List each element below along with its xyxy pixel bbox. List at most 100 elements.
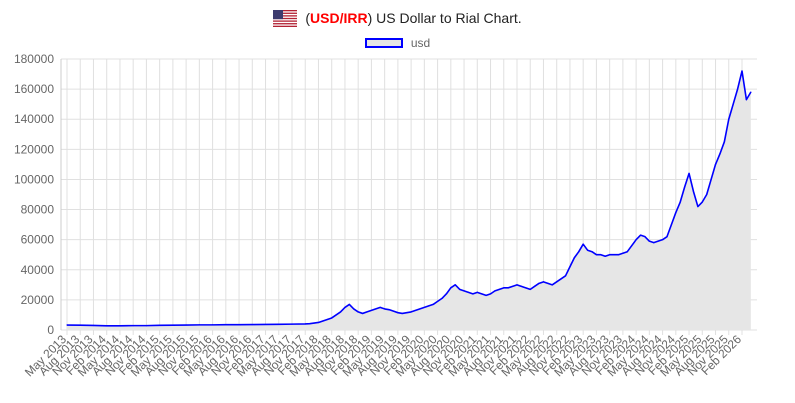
data-point <box>569 266 571 268</box>
data-point <box>578 251 580 253</box>
axis-labels: 0 20000 40000 60000 80000 100000 120000 140000 1… <box>14 52 744 379</box>
data-point <box>573 257 575 259</box>
data-point <box>331 317 333 319</box>
data-point <box>278 323 280 325</box>
data-point <box>617 254 620 256</box>
data-point <box>719 153 721 155</box>
data-point <box>436 300 439 302</box>
data-point <box>534 285 536 287</box>
data-point <box>666 236 668 238</box>
series-layer <box>66 70 752 330</box>
data-point <box>450 287 452 289</box>
data-point <box>428 305 430 307</box>
data-point <box>423 306 425 309</box>
data-point <box>251 323 253 326</box>
data-point <box>185 324 187 326</box>
data-point <box>728 118 730 120</box>
data-point <box>344 306 346 309</box>
data-point <box>414 309 417 312</box>
data-point <box>631 245 633 247</box>
data-point <box>609 254 611 256</box>
data-point <box>445 293 448 295</box>
title-close-paren: ) <box>367 10 373 26</box>
data-point <box>653 242 655 244</box>
data-point <box>635 239 637 241</box>
data-point <box>604 255 606 257</box>
data-point <box>106 325 108 327</box>
data-point <box>600 254 602 256</box>
data-point <box>211 324 214 326</box>
data-point <box>159 324 161 326</box>
data-point <box>750 91 752 93</box>
data-point <box>476 291 478 293</box>
data-point <box>357 311 359 313</box>
data-point <box>741 70 743 72</box>
data-point <box>481 293 483 295</box>
data-point <box>225 324 227 326</box>
data-point <box>657 240 659 242</box>
data-point <box>459 288 461 290</box>
data-point <box>379 306 381 309</box>
data-point <box>714 163 717 165</box>
legend-label-usd[interactable]: usd <box>410 36 431 50</box>
data-point <box>538 282 540 284</box>
data-point <box>586 249 589 251</box>
series-area-usd <box>67 71 751 330</box>
data-point <box>145 325 148 327</box>
y-tick-label: 0 <box>47 323 54 337</box>
data-point <box>688 172 690 175</box>
data-point <box>370 309 373 312</box>
data-point <box>335 314 337 316</box>
data-point <box>679 201 681 203</box>
data-point <box>701 201 703 203</box>
data-point <box>648 240 650 242</box>
data-point <box>432 303 434 306</box>
data-point <box>529 288 531 290</box>
data-point <box>304 323 306 325</box>
data-point <box>238 324 240 326</box>
data-point <box>542 281 545 283</box>
data-point <box>697 205 699 208</box>
data-point <box>198 324 200 326</box>
data-point <box>547 282 549 284</box>
data-point <box>313 322 315 324</box>
data-point <box>670 224 673 226</box>
data-point <box>366 311 368 313</box>
data-point <box>503 287 505 289</box>
chart-legend[interactable]: usd <box>0 34 795 52</box>
data-point <box>661 239 664 241</box>
data-point <box>375 308 377 310</box>
data-point <box>551 284 553 286</box>
data-point <box>132 325 134 327</box>
data-point <box>736 88 739 90</box>
data-point <box>732 103 734 105</box>
chart-title: (USD/IRR) US Dollar to Rial Chart. <box>305 10 521 26</box>
us-flag-graphic <box>273 9 298 27</box>
data-point <box>392 310 395 312</box>
data-point <box>498 288 500 290</box>
data-point <box>172 324 174 326</box>
y-tick-label: 120000 <box>14 142 54 156</box>
y-tick-label: 80000 <box>21 203 55 217</box>
series-line-usd <box>66 70 752 327</box>
data-point <box>441 297 443 299</box>
data-point <box>684 186 686 188</box>
legend-swatch-usd[interactable] <box>364 38 403 48</box>
data-point <box>595 254 598 256</box>
data-point <box>564 275 567 277</box>
y-tick-label: 20000 <box>21 293 55 307</box>
data-point <box>119 325 121 327</box>
y-tick-label: 140000 <box>14 112 54 126</box>
data-point <box>706 193 708 196</box>
data-point <box>644 236 646 238</box>
data-point <box>489 293 492 295</box>
data-point <box>507 287 509 289</box>
data-point <box>92 324 95 327</box>
data-point <box>675 211 677 214</box>
data-point <box>582 243 584 245</box>
y-tick-label: 40000 <box>21 263 55 277</box>
data-point <box>472 293 474 295</box>
data-point <box>406 312 408 314</box>
data-point <box>511 285 514 287</box>
